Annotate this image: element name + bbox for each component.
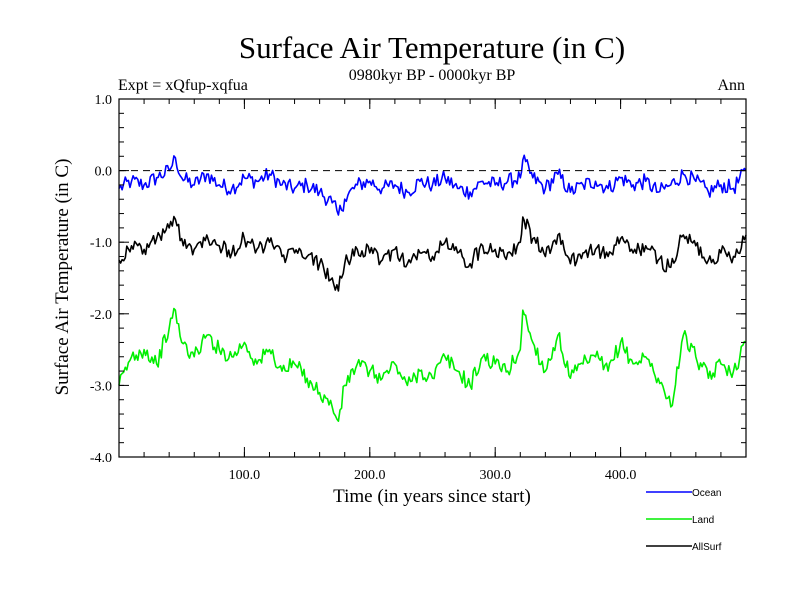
legend-label-ocean: Ocean [692,488,721,499]
y-axis-label: Surface Air Temperature (in C) [52,159,73,396]
x-tick-label: 100.0 [229,468,261,483]
period-label: Ann [717,77,745,94]
plot-frame [118,98,747,458]
x-tick-label: 400.0 [605,468,637,483]
x-tick-label: 200.0 [354,468,386,483]
chart-title: Surface Air Temperature (in C) [239,30,625,65]
legend: Ocean Land AllSurf [646,488,722,553]
legend-label-land: Land [692,515,714,526]
experiment-label: Expt = xQfup-xqfua [118,77,248,94]
axis-ticks: 1.0 0.0 -1.0 -2.0 -3.0 -4.0 100.0 200.0 300.0 400… [90,93,747,483]
y-tick-label: -2.0 [90,308,112,323]
x-axis-label: Time (in years since start) [333,486,531,507]
x-tick-label: 300.0 [479,468,511,483]
series-line-allsurf [118,215,747,292]
plot-lines [118,154,747,423]
y-tick-label: -1.0 [90,236,112,251]
y-tick-label: 0.0 [95,165,113,180]
series-line-land [118,307,747,423]
y-tick-label: -4.0 [90,451,112,466]
y-tick-label: -3.0 [90,379,112,394]
chart-subtitle: 0980kyr BP - 0000kyr BP [349,67,516,84]
series-line-ocean [118,154,747,216]
legend-label-allsurf: AllSurf [692,542,722,553]
y-tick-label: 1.0 [95,93,113,108]
